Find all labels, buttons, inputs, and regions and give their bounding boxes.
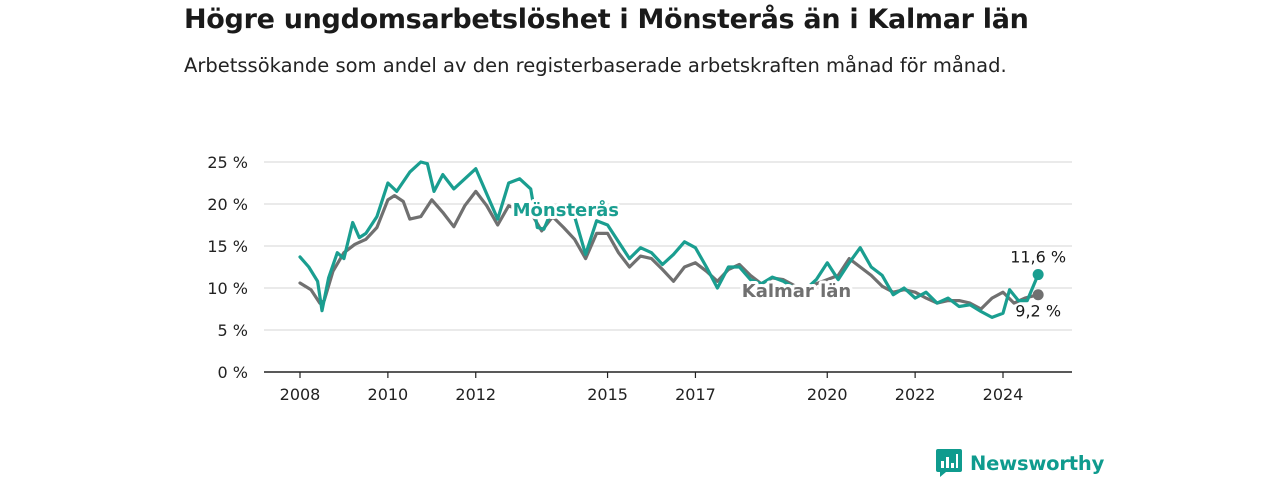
end-value-label-monsteras: 11,6 %: [1010, 248, 1066, 267]
x-tick-label: 2024: [983, 385, 1024, 404]
x-tick-label: 2017: [675, 385, 716, 404]
series-label-kalmar: Kalmar län: [742, 281, 851, 302]
x-tick-label: 2015: [587, 385, 628, 404]
y-tick-label: 15 %: [207, 237, 248, 256]
newsworthy-logo-icon: [936, 449, 962, 477]
end-value-label-kalmar: 9,2 %: [1015, 302, 1061, 321]
y-axis-ticks: 0 % 5 % 10 % 15 % 20 % 25 %: [207, 153, 248, 382]
x-tick-label: 2020: [807, 385, 848, 404]
x-tick-label: 2008: [280, 385, 321, 404]
x-axis: 2008 2010 2012 2015 2017 2020 2022 2024: [264, 371, 1072, 404]
chart-title: Högre ungdomsarbetslöshet i Mönsterås än…: [184, 4, 1029, 35]
x-tick-label: 2012: [455, 385, 496, 404]
x-tick-label: 2010: [368, 385, 409, 404]
end-marker-kalmar: [1032, 289, 1044, 301]
gridlines: [264, 161, 1072, 331]
y-tick-label: 20 %: [207, 195, 248, 214]
chart-subtitle: Arbetssökande som andel av den registerb…: [184, 54, 1007, 77]
y-tick-label: 10 %: [207, 279, 248, 298]
y-tick-label: 5 %: [218, 321, 248, 340]
y-tick-label: 0 %: [218, 363, 248, 382]
brand-name: Newsworthy: [970, 451, 1105, 475]
y-tick-label: 25 %: [207, 153, 248, 172]
x-tick-label: 2022: [895, 385, 936, 404]
newsworthy-logo: Newsworthy: [936, 448, 1104, 478]
series-lines: [298, 160, 1044, 319]
series-label-monsteras: Mönsterås: [513, 199, 619, 221]
end-marker-monsteras: [1032, 269, 1044, 281]
series-labels: 9,2 % 11,6 % Mönsterås Kalmar län: [510, 196, 1068, 323]
series-line-monsteras: [298, 160, 1040, 319]
